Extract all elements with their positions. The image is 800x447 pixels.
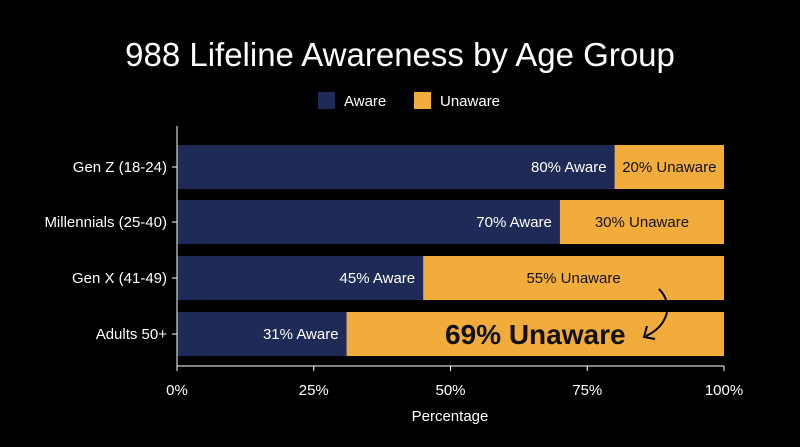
category-label-0: Gen Z (18-24) <box>73 159 167 176</box>
category-label-3: Adults 50+ <box>96 326 168 343</box>
highlight-arrow <box>645 288 669 337</box>
bar-label-aware-1: 70% Aware <box>476 214 552 231</box>
x-axis-title: Percentage <box>412 408 489 425</box>
legend-swatch-unaware <box>414 92 431 109</box>
bar-label-aware-3: 31% Aware <box>263 326 339 343</box>
bar-label-unaware-1: 30% Unaware <box>595 214 689 231</box>
category-label-2: Gen X (41-49) <box>72 270 167 287</box>
bar-unaware-1 <box>559 200 724 244</box>
chart-title: 988 Lifeline Awareness by Age Group <box>125 36 675 73</box>
bar-aware-2 <box>177 256 424 300</box>
bar-unaware-0 <box>614 145 724 189</box>
x-tick-label-2: 50% <box>435 382 465 399</box>
bar-aware-3 <box>177 312 347 356</box>
bar-label-aware-0: 80% Aware <box>531 159 607 176</box>
category-labels: Gen Z (18-24) Millennials (25-40) Gen X (4… <box>44 159 167 343</box>
bar-label-unaware-3: 69% Unaware <box>445 319 626 350</box>
legend-label-unaware: Unaware <box>440 93 500 110</box>
legend-label-aware: Aware <box>344 93 386 110</box>
legend-swatch-aware <box>318 92 335 109</box>
x-tick-label-0: 0% <box>166 382 188 399</box>
x-tick-label-4: 100% <box>705 382 743 399</box>
highlight-arrowhead <box>642 325 656 340</box>
category-label-1: Millennials (25-40) <box>44 214 167 231</box>
axes: 0% 25% 50% 75% 100% <box>166 126 743 399</box>
bar-label-unaware-0: 20% Unaware <box>622 159 716 176</box>
bar-label-unaware-2: 55% Unaware <box>526 270 620 287</box>
legend: Aware Unaware <box>318 92 500 110</box>
x-tick-label-1: 25% <box>299 382 329 399</box>
bar-label-aware-2: 45% Aware <box>340 270 416 287</box>
bar-unaware-2 <box>423 256 724 300</box>
bar-aware-0 <box>177 145 615 189</box>
x-tick-label-3: 75% <box>572 382 602 399</box>
bar-aware-1 <box>177 200 560 244</box>
bars: 80% Aware 20% Unaware 70% Aware 30% Unaware… <box>177 145 724 356</box>
bar-unaware-3 <box>346 312 724 356</box>
